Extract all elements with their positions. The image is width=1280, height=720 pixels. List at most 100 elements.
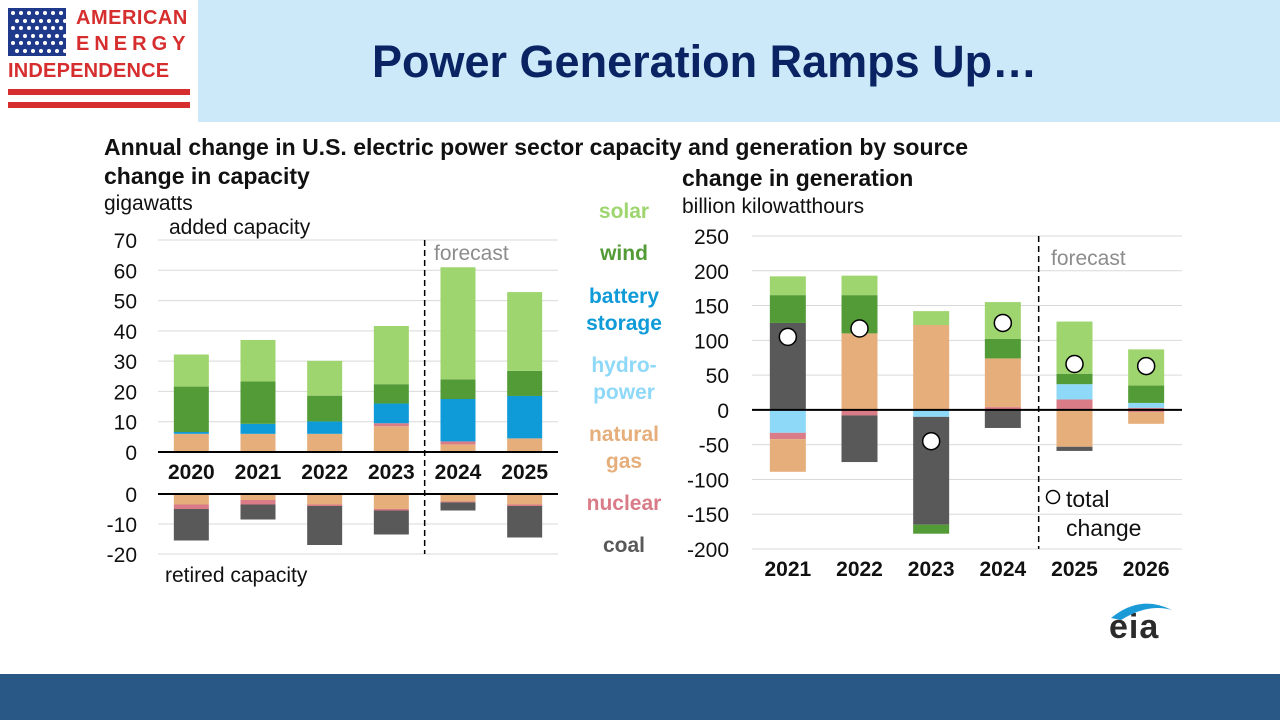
flag-star-icon (23, 18, 27, 23)
capacity-bar-solar (307, 360, 343, 396)
generation-bar-negative-hydropower (769, 409, 806, 433)
footer-bar (0, 674, 1280, 720)
generation-bar-hydropower (1128, 402, 1165, 408)
logo-stripe (8, 102, 190, 108)
flag-star-icon (55, 18, 59, 23)
flag-star-icon (55, 33, 59, 38)
capacity-bar-wind (307, 395, 343, 422)
legend-solar: solar (598, 200, 650, 223)
generation-x-tick-label: 2021 (764, 558, 811, 581)
legend-nuclear: nuclear (586, 492, 662, 515)
retired-bar-natural-gas (307, 494, 343, 505)
generation-bar-negative-nuclear (769, 432, 806, 440)
flag-star-icon (43, 41, 47, 45)
capacity-bar-solar (440, 267, 476, 380)
total-change-legend-marker (1045, 489, 1061, 505)
generation-bar-natural-gas (841, 333, 878, 410)
capacity-x-tick-label: 2024 (435, 461, 482, 484)
flag-star-icon (63, 18, 67, 23)
generation-bar-solar (841, 275, 878, 296)
total-change-marker (921, 431, 941, 451)
generation-chart-title: change in generation (682, 165, 914, 191)
flag-star-icon (27, 11, 31, 15)
logo-line-2: ENERGY (76, 33, 191, 55)
generation-bar-natural-gas (984, 358, 1021, 408)
capacity-y-tick-label: 30 (114, 351, 137, 374)
flag-star-icon (27, 41, 31, 45)
capacity-bar-battery-storage (507, 395, 543, 439)
total-change-marker (1065, 354, 1084, 374)
page-title: Power Generation Ramps Up… (372, 36, 1038, 87)
capacity-x-tick-label: 2025 (501, 461, 548, 484)
generation-bar-hydropower (1056, 384, 1093, 400)
capacity-bar-wind (173, 386, 209, 433)
generation-x-tick-label: 2024 (979, 558, 1026, 581)
capacity-bar-nuclear (440, 441, 476, 445)
capacity-y-tick-label: 20 (114, 381, 137, 404)
capacity-unit-label: gigawatts (104, 192, 193, 215)
generation-bar-wind (769, 295, 806, 323)
legend-hydro-line-1: hydro- (591, 354, 657, 377)
capacity-x-tick-label: 2023 (368, 461, 415, 484)
flag-star-icon (51, 11, 55, 15)
retired-bar-natural-gas (373, 494, 409, 509)
generation-y-tick-label: 50 (706, 365, 729, 388)
generation-bar-solar (769, 276, 806, 296)
generation-bar-negative-nuclear (841, 409, 878, 416)
legend-wind: wind (600, 242, 648, 265)
flag-star-icon (19, 11, 23, 15)
retired-y-tick-label: 0 (125, 484, 137, 507)
capacity-bar-natural-gas (240, 433, 276, 452)
flag-star-icon (11, 26, 15, 30)
flag-star-icon (63, 48, 67, 53)
retired-bar-natural-gas (240, 494, 276, 500)
flag-star-icon (63, 33, 67, 38)
retired-bar-nuclear (173, 504, 209, 509)
generation-x-tick-label: 2023 (908, 558, 955, 581)
capacity-bar-wind (373, 384, 409, 404)
capacity-bar-wind (240, 381, 276, 424)
capacity-forecast-label: forecast (434, 242, 509, 265)
logo-line-1: AMERICAN (76, 7, 188, 29)
retired-bar-natural-gas (507, 494, 543, 505)
legend-battery-line-2: storage (586, 312, 662, 335)
flag-star-icon (15, 48, 19, 53)
retired-bar-nuclear (373, 509, 409, 511)
retired-bar-natural-gas (173, 494, 209, 505)
flag-star-icon (35, 11, 39, 15)
flag-star-icon (19, 41, 23, 45)
total-change-marker (850, 319, 869, 338)
generation-bar-solar (913, 311, 950, 326)
capacity-bar-natural-gas (373, 426, 409, 452)
generation-bar-negative-coal (841, 415, 878, 463)
total-change-marker (778, 327, 798, 347)
retired-y-tick-label: -20 (107, 544, 137, 567)
capacity-y-tick-label: 70 (114, 230, 137, 253)
retired-bar-nuclear (307, 504, 343, 506)
flag-star-icon (51, 41, 55, 45)
generation-y-tick-label: -100 (687, 469, 729, 492)
flag-star-icon (59, 41, 63, 45)
capacity-chart-title: change in capacity (104, 163, 310, 189)
capacity-bar-natural-gas (440, 444, 476, 452)
flag-star-icon (31, 48, 35, 53)
generation-bar-negative-natural-gas (769, 439, 806, 472)
eia-swoosh-icon (1111, 603, 1172, 620)
capacity-bar-battery-storage (240, 423, 276, 434)
capacity-y-tick-label: 0 (125, 442, 137, 465)
retired-bar-coal (240, 504, 276, 520)
generation-y-tick-label: -150 (687, 504, 729, 527)
flag-star-icon (47, 48, 51, 53)
capacity-bar-solar (507, 292, 543, 371)
generation-bar-natural-gas (913, 325, 950, 410)
us-flag-icon (8, 8, 67, 56)
capacity-bar-natural-gas (173, 433, 209, 452)
flag-star-icon (35, 41, 39, 45)
generation-bar-wind (1056, 373, 1093, 385)
figure-heading: Annual change in U.S. electric power sec… (104, 134, 969, 160)
header-banner (198, 0, 1280, 122)
generation-x-tick-label: 2026 (1123, 558, 1170, 581)
generation-bar-wind (984, 338, 1021, 359)
capacity-x-tick-label: 2022 (301, 461, 348, 484)
retired-bar-coal (507, 506, 543, 538)
